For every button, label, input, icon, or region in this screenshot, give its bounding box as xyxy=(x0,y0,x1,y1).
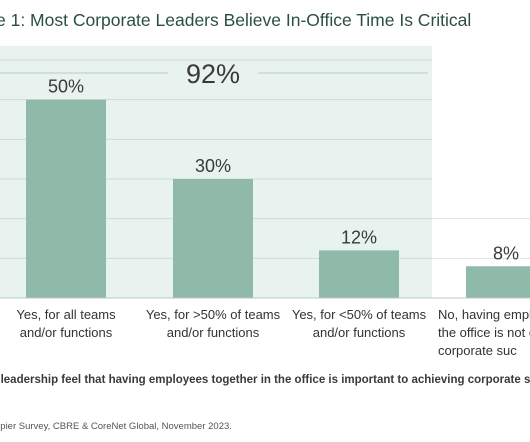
bar xyxy=(466,266,530,298)
chart-title: e 1: Most Corporate Leaders Believe In-O… xyxy=(0,10,472,30)
x-tick-label: Yes, for <50% of teams and/or functions xyxy=(279,306,439,342)
x-tick-label-line: and/or functions xyxy=(19,325,113,340)
bar-value-label: 12% xyxy=(341,227,377,247)
x-tick-label-line: Yes, for <50% of teams xyxy=(291,307,427,322)
x-tick-label-line: the office is not c xyxy=(438,325,530,340)
x-tick-label-line: No, having emplo xyxy=(438,307,530,322)
bar xyxy=(173,179,253,298)
x-tick-label: Yes, for all teams and/or functions xyxy=(0,306,146,342)
bar xyxy=(319,250,399,298)
highlight-total-label: 92% xyxy=(186,59,240,89)
bar-value-label: 8% xyxy=(493,243,519,263)
x-tick-label: Yes, for >50% of teams and/or functions xyxy=(133,306,293,342)
bars xyxy=(26,99,530,299)
x-tick-label-line: Yes, for all teams xyxy=(16,307,116,322)
bar-value-label: 30% xyxy=(195,156,231,176)
x-tick-label-line: corporate suc xyxy=(438,343,517,358)
survey-question: s leadership feel that having employees … xyxy=(0,374,530,386)
x-tick-label-line: and/or functions xyxy=(312,325,406,340)
bar xyxy=(26,99,106,299)
x-tick-label: No, having emplo the office is not c corpo… xyxy=(438,306,530,360)
x-tick-label-line: Yes, for >50% of teams xyxy=(145,307,281,322)
value-labels: 50% 30% 12% 8% xyxy=(48,77,519,264)
bar-value-label: 50% xyxy=(48,77,84,97)
x-tick-label-line: and/or functions xyxy=(166,325,260,340)
source-note: upier Survey, CBRE & CoreNet Global, Nov… xyxy=(0,421,232,432)
